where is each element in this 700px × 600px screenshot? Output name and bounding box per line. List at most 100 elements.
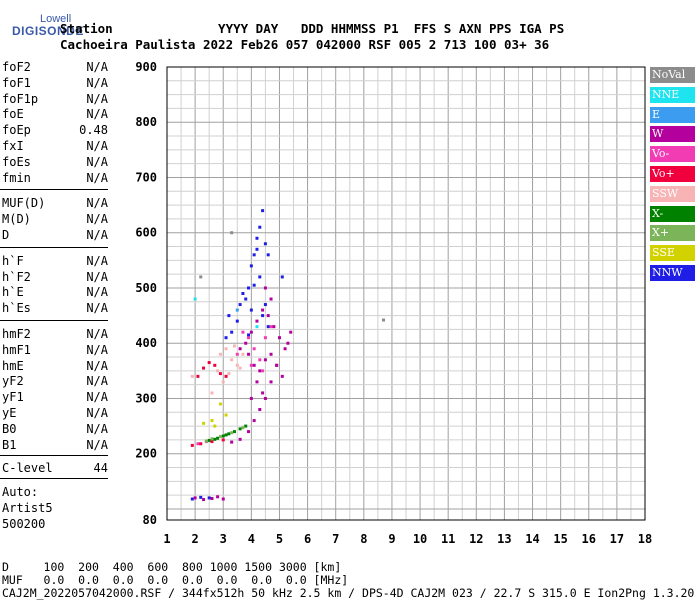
logo-digisonde-text: DIGISONDE xyxy=(12,24,84,38)
data-point xyxy=(247,352,251,356)
parameter-value: N/A xyxy=(86,358,108,373)
x-tick-label: 6 xyxy=(304,532,311,546)
data-point xyxy=(255,380,259,384)
series-w xyxy=(193,286,293,502)
y-tick-label: 200 xyxy=(135,447,157,461)
parameter-value: N/A xyxy=(86,228,108,242)
data-point xyxy=(263,303,267,307)
data-point xyxy=(244,424,248,428)
y-tick-label: 500 xyxy=(135,281,157,295)
y-tick-label: 800 xyxy=(135,115,157,129)
data-point xyxy=(221,434,225,438)
x-tick-label: 2 xyxy=(192,532,199,546)
data-point xyxy=(252,283,256,287)
legend-item-sse: SSE xyxy=(650,245,695,262)
parameter-name: M(D) xyxy=(2,212,31,227)
data-point xyxy=(218,402,222,406)
legend-item-nnw: NNW xyxy=(650,265,695,281)
data-point xyxy=(280,374,284,378)
data-point xyxy=(224,413,228,417)
data-point xyxy=(232,430,236,434)
parameter-row: foE N/A xyxy=(2,107,108,122)
data-point xyxy=(238,366,242,370)
data-point xyxy=(235,363,239,367)
y-tick-label: 400 xyxy=(135,336,157,350)
data-point xyxy=(261,369,265,373)
clevel-value: 44 xyxy=(93,461,108,476)
data-point xyxy=(227,432,231,436)
series-noval xyxy=(199,231,386,322)
data-point xyxy=(204,439,208,443)
parameter-row: h`E N/A xyxy=(2,285,108,300)
distance-row: D 100 200 400 600 800 1000 1500 3000 [km… xyxy=(2,560,342,574)
data-point xyxy=(224,336,228,340)
data-point xyxy=(224,374,228,378)
x-tick-label: 5 xyxy=(276,532,283,546)
data-point xyxy=(213,363,217,367)
parameter-separator xyxy=(0,189,108,191)
data-point xyxy=(224,347,228,351)
legend-item-vo-: Vo+ xyxy=(650,166,695,182)
parameter-row: MUF(D) N/A xyxy=(2,196,108,211)
data-point xyxy=(263,242,267,246)
clevel-label: C-level xyxy=(2,461,53,476)
parameter-row: foEp 0.48 xyxy=(2,123,108,138)
legend-item-ssw: SSW xyxy=(650,185,695,202)
data-point xyxy=(230,231,234,235)
series-nne xyxy=(193,297,259,329)
data-point xyxy=(207,361,211,365)
data-point xyxy=(255,236,259,240)
parameter-value: N/A xyxy=(86,170,108,185)
data-point xyxy=(199,495,203,499)
data-point xyxy=(207,438,211,442)
data-point xyxy=(269,380,273,384)
data-point xyxy=(272,325,276,329)
chart-axis-labels: 1 2 3 4 5 6 7 8 9 10 11 12 13 14 15 16 17 182003004005006… xyxy=(135,60,652,546)
chart-grid xyxy=(166,66,646,520)
series-vo- xyxy=(190,361,228,447)
data-point xyxy=(277,336,281,340)
data-point xyxy=(238,347,242,351)
data-point xyxy=(210,419,214,423)
data-point xyxy=(232,344,236,348)
data-point xyxy=(216,436,220,440)
data-point xyxy=(224,433,228,437)
data-point xyxy=(193,496,197,500)
parameter-name: MUF(D) xyxy=(2,196,46,211)
x-tick-label: 14 xyxy=(525,532,539,546)
data-point xyxy=(210,391,214,395)
parameter-row: h`Es N/A xyxy=(2,301,108,316)
parameter-value: N/A xyxy=(86,421,108,436)
data-point xyxy=(196,374,200,378)
data-point xyxy=(261,314,265,318)
data-point xyxy=(216,369,220,373)
parameter-value: N/A xyxy=(86,437,108,452)
data-point xyxy=(252,253,256,257)
data-point xyxy=(210,496,214,500)
series-sse xyxy=(202,402,228,428)
parameter-value: N/A xyxy=(86,91,108,106)
parameter-row: fmin N/A xyxy=(2,171,108,186)
series-ssw xyxy=(190,344,245,395)
data-point xyxy=(230,330,234,334)
parameter-name: foEp xyxy=(2,123,31,138)
parameter-name: hmE xyxy=(2,358,24,373)
parameter-name: yF1 xyxy=(2,390,24,405)
parameter-name: fxI xyxy=(2,139,24,153)
x-tick-label: 1 xyxy=(163,532,170,546)
parameter-name: foF1 xyxy=(2,75,31,90)
parameter-name: B0 xyxy=(2,421,17,436)
x-tick-label: 4 xyxy=(248,532,255,546)
data-point xyxy=(247,286,251,290)
data-point xyxy=(261,308,265,312)
data-point xyxy=(266,325,270,329)
parameter-row: hmF1 N/A xyxy=(2,343,108,358)
parameter-value: N/A xyxy=(86,285,108,300)
parameter-value: N/A xyxy=(86,301,108,316)
legend-item-e: E xyxy=(650,106,695,123)
parameter-name: h`Es xyxy=(2,301,31,316)
parameter-name: foF1p xyxy=(2,91,39,106)
data-point xyxy=(263,286,267,290)
data-point xyxy=(258,358,262,362)
data-point xyxy=(241,330,245,334)
